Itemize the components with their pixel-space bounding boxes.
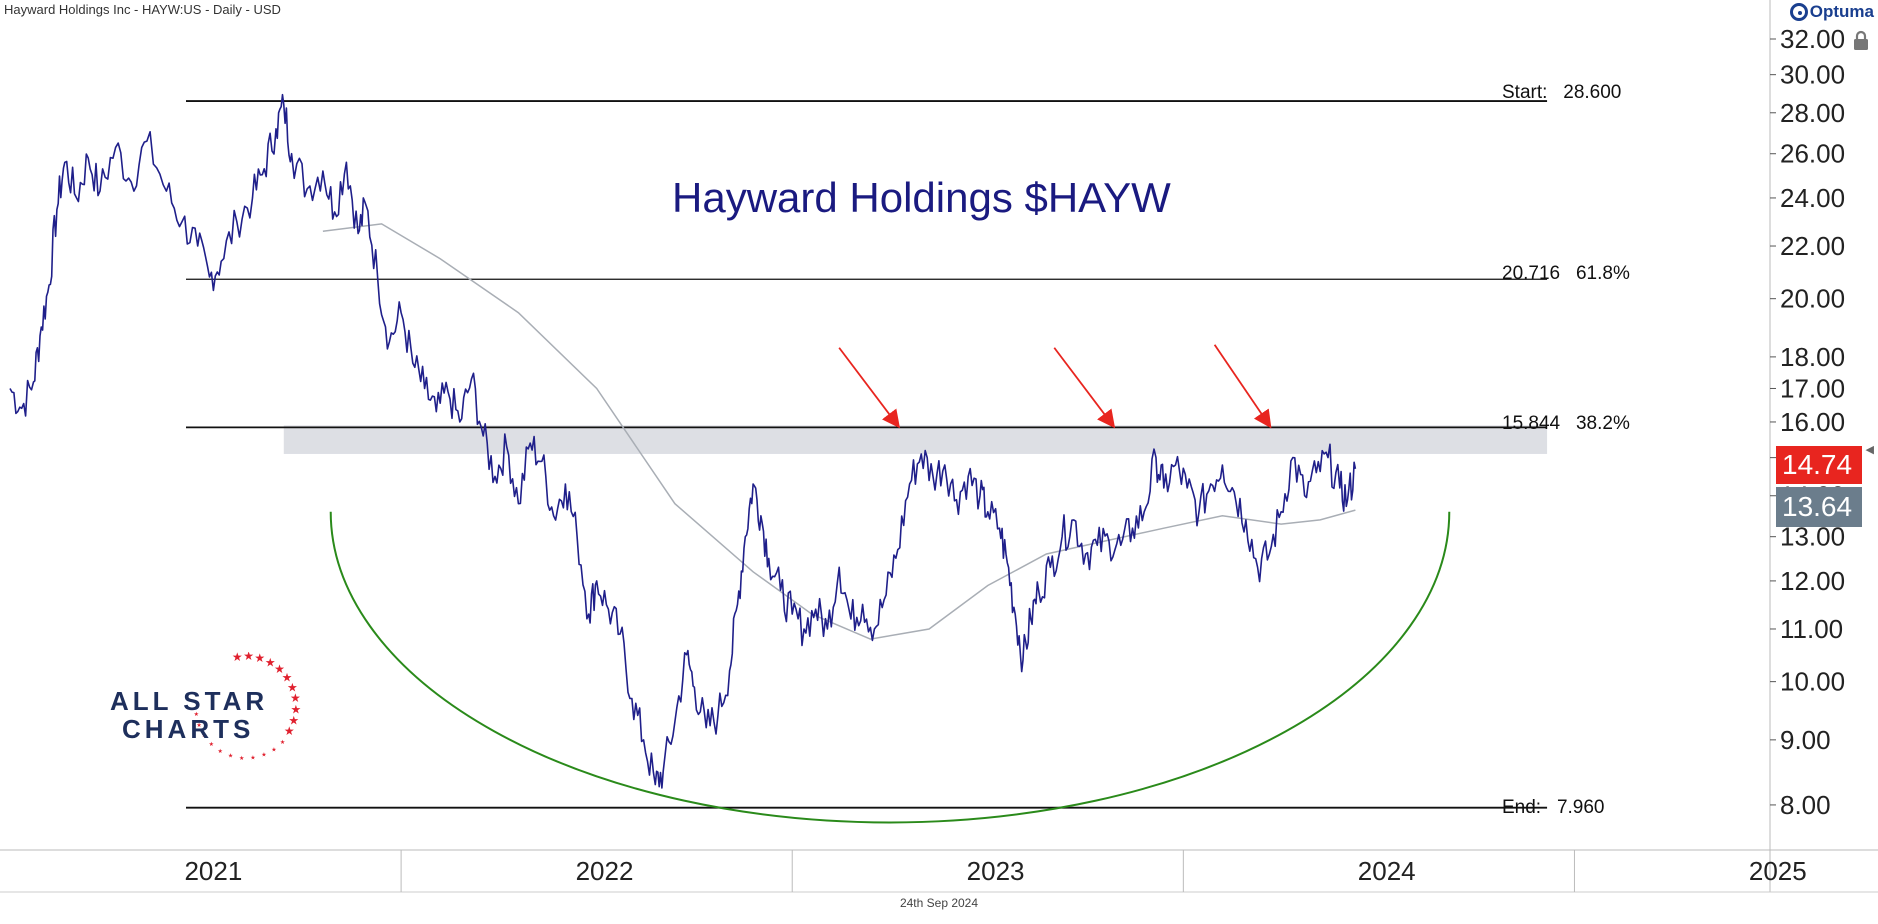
fibonacci-levels [186, 100, 1548, 809]
collapse-axis-icon[interactable]: ◀ [1865, 444, 1874, 456]
resistance-arrows [838, 344, 1272, 429]
logo-star: ★ [290, 691, 301, 705]
logo-star: ★ [232, 652, 243, 664]
chart-date: 24th Sep 2024 [899, 896, 979, 910]
allstarcharts-logo: ★ ★ ★ ★ ★ ★ ★ ★ ★ ★ ★ ★ ★ ★ ★ ★ ★ ★ ★ ★ ★ ★ ALL STAR CHARTS [104, 652, 304, 762]
level-start-label: Start: 28.600 [1502, 82, 1622, 103]
x-tick-label: 2024 [1358, 856, 1416, 886]
moving-average-path [322, 223, 1356, 640]
price-series [9, 93, 1357, 789]
brand-logo: Optuma [1789, 2, 1874, 22]
x-axis: 2021 2022 2023 2024 2025 [184, 850, 1807, 892]
logo-star: ★ [280, 739, 285, 746]
logo-star: ★ [265, 655, 276, 669]
logo-star: ★ [218, 748, 223, 755]
x-tick-label: 2023 [967, 856, 1025, 886]
optuma-icon [1789, 3, 1808, 21]
last-price-tag: 14.74 [1776, 446, 1862, 484]
y-tick-label: 17.00 [1780, 373, 1845, 403]
y-tick-label: 18.00 [1780, 342, 1845, 372]
logo-star: ★ [287, 680, 298, 694]
x-tick-label: 2022 [576, 856, 634, 886]
y-tick-label: 12.00 [1780, 566, 1845, 596]
x-tick-label: 2025 [1749, 856, 1807, 886]
logo-star: ★ [201, 732, 206, 739]
brand-name: Optuma [1809, 2, 1874, 21]
logo-star: ★ [243, 652, 254, 663]
logo-line-1: ALL STAR [110, 686, 269, 716]
rounded-bottom-arc [329, 511, 1451, 824]
y-tick-label: 26.00 [1780, 139, 1845, 169]
level-618-label: 20.716 61.8% [1502, 263, 1630, 284]
resistance-zone-band [283, 425, 1548, 454]
level-382-label: 15.844 38.2% [1502, 413, 1630, 434]
price-line [9, 93, 1357, 789]
y-tick-label: 16.00 [1780, 407, 1845, 437]
logo-star: ★ [290, 702, 301, 716]
y-tick-label: 22.00 [1780, 231, 1845, 261]
logo-line-2: CHARTS [122, 714, 255, 744]
logo-star: ★ [250, 755, 255, 762]
y-tick-label: 8.00 [1780, 790, 1831, 820]
logo-stars-icon: ★ ★ ★ ★★★★★★★★★★★★★★★★★★★ [194, 652, 302, 762]
logo-star: ★ [284, 724, 295, 738]
logo-star: ★ [228, 753, 233, 760]
y-tick-label: 11.00 [1780, 614, 1843, 644]
logo-star: ★ [271, 746, 276, 753]
y-axis: 32.00 30.00 28.00 26.00 24.00 22.00 20.00 18.00… [1770, 24, 1845, 820]
level-end-label: End: 7.960 [1502, 797, 1605, 818]
resistance-zone [283, 425, 1548, 454]
logo-star: ★ [196, 722, 201, 729]
gridlines [0, 0, 1878, 893]
y-tick-label: 20.00 [1780, 284, 1845, 314]
logo-star: ★ [282, 670, 293, 684]
logo-star: ★ [288, 714, 299, 728]
rounded-bottom-path [329, 511, 1451, 824]
logo-star: ★ [261, 752, 266, 759]
y-tick-label: 32.00 [1780, 24, 1845, 54]
logo-star: ★ [209, 741, 214, 748]
logo-star: ★ [194, 711, 199, 718]
y-tick-label: 28.00 [1780, 98, 1845, 128]
x-tick-label: 2021 [184, 856, 242, 886]
red-arrow-1 [838, 347, 900, 429]
chart-title: Hayward Holdings $HAYW [672, 174, 1171, 221]
moving-average-line [322, 223, 1356, 640]
logo-star: ★ [274, 662, 285, 676]
red-arrow-2 [1053, 347, 1116, 429]
y-tick-label: 24.00 [1780, 183, 1845, 213]
instrument-header: Hayward Holdings Inc - HAYW:US - Daily -… [4, 2, 281, 17]
logo-star: ★ [254, 652, 265, 665]
logo-star: ★ [239, 755, 244, 762]
y-tick-label: 10.00 [1780, 667, 1845, 697]
red-arrow-3 [1213, 344, 1272, 429]
y-tick-label: 30.00 [1780, 60, 1845, 90]
y-tick-label: 9.00 [1780, 725, 1831, 755]
lock-icon[interactable] [1852, 30, 1870, 52]
moving-average-tag: 13.64 [1776, 487, 1862, 527]
